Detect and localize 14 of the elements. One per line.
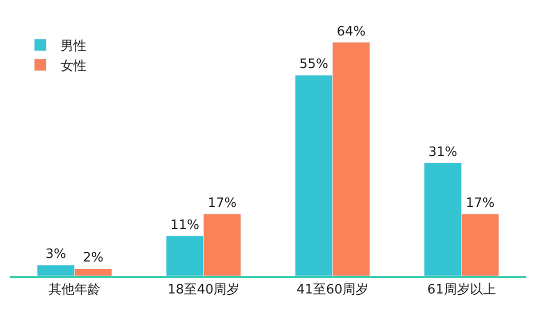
data-label: 3%	[45, 247, 66, 262]
data-label: 64%	[336, 24, 366, 40]
data-label: 55%	[299, 57, 328, 72]
legend-label: 男性	[60, 39, 86, 54]
x-tick-label: 18至40周岁	[167, 282, 240, 298]
data-label: 2%	[82, 250, 104, 266]
x-tick-label: 41至60周岁	[296, 282, 369, 298]
legend-label: 女性	[60, 58, 86, 74]
data-label: 17%	[466, 196, 495, 211]
data-label: 31%	[428, 144, 458, 160]
data-label: 11%	[170, 218, 200, 233]
x-tick-label: 61周岁以上	[427, 282, 496, 298]
x-tick-label: 其他年龄	[48, 282, 100, 298]
data-label: 17%	[208, 196, 237, 211]
